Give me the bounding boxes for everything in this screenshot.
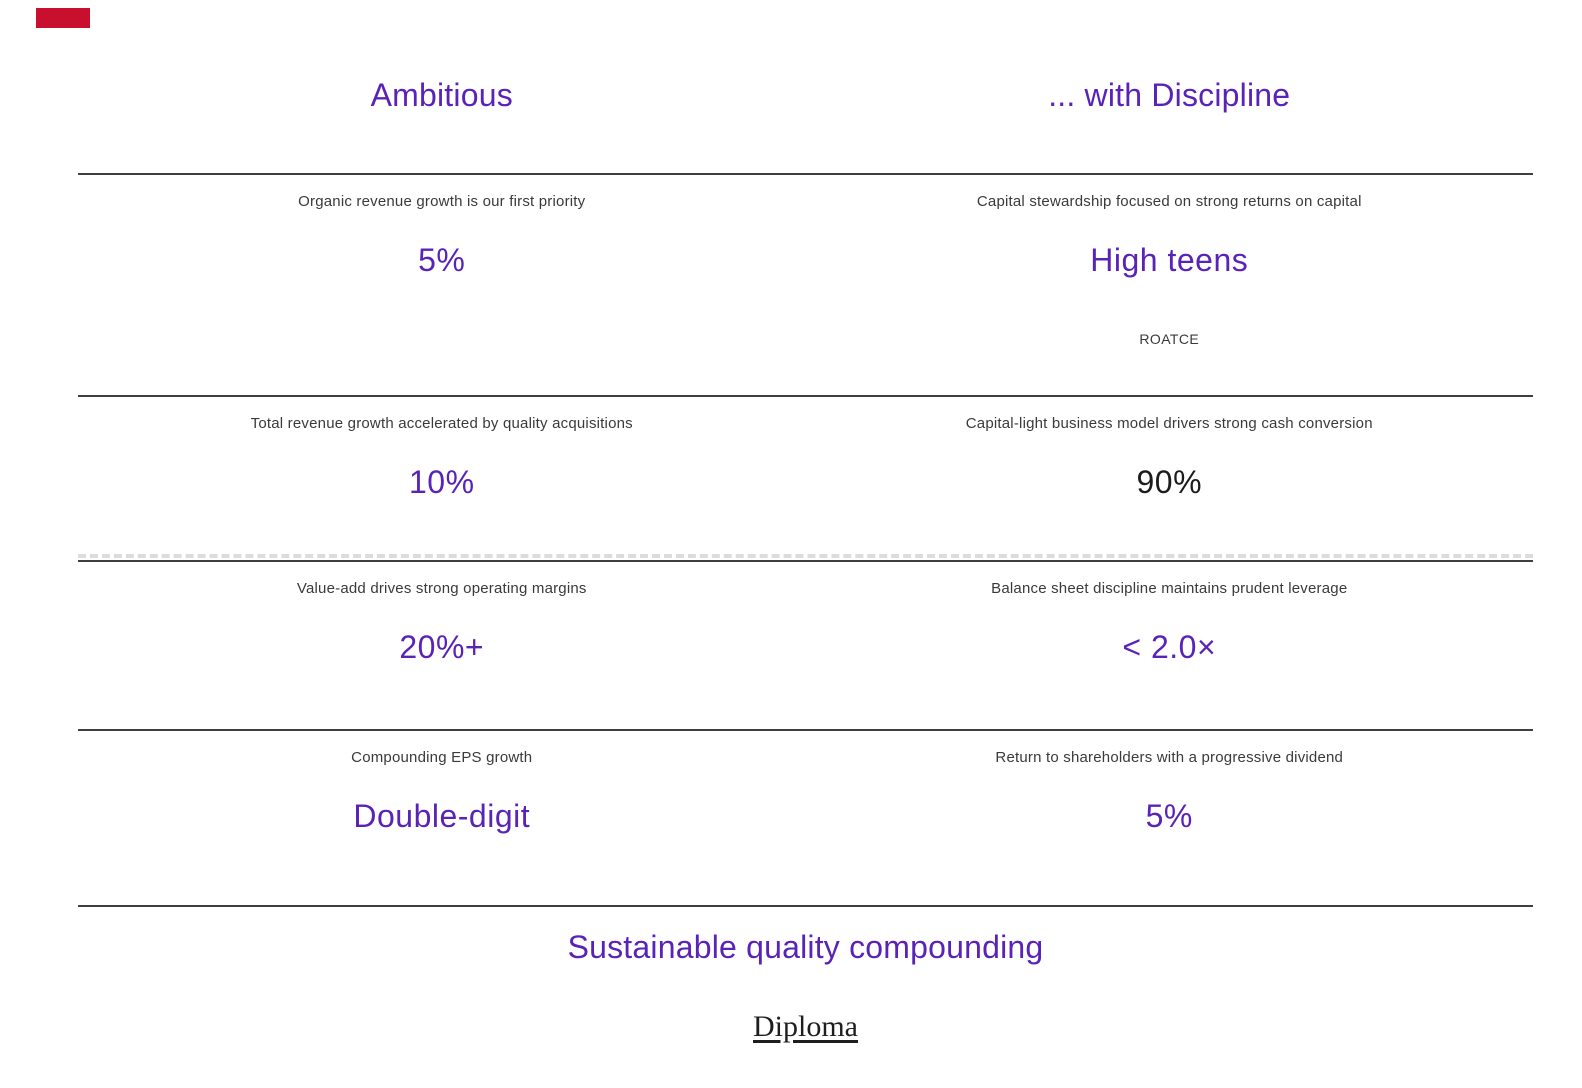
right-column-title: ... with Discipline [1048,77,1291,113]
metric-capital-stewardship: Capital stewardship focused on strong re… [806,175,1534,395]
metric-leverage: Balance sheet discipline maintains prude… [806,562,1534,729]
column-headers: Ambitious ... with Discipline [78,0,1533,173]
metric-dividend: Return to shareholders with a progressiv… [806,731,1534,905]
metrics-row-3: Value-add drives strong operating margin… [78,554,1534,729]
metric-value: 20%+ [399,629,485,665]
metric-value: 10% [408,464,475,500]
metric-sublabel: ROATCE [1139,331,1200,347]
metric-label: Compounding EPS growth [351,749,533,766]
metrics-row-4: Compounding EPS growth Double-digit Retu… [78,729,1533,905]
left-column-title: Ambitious [370,77,513,113]
metrics-row-2: Total revenue growth accelerated by qual… [78,395,1533,560]
slide-content: Ambitious ... with Discipline Organic re… [78,0,1533,1088]
company-logo-mark [36,8,90,28]
metric-organic-growth: Organic revenue growth is our first prio… [78,175,806,395]
metric-value: 5% [1145,798,1193,834]
metric-label: Capital stewardship focused on strong re… [976,193,1362,210]
metrics-row-1: Organic revenue growth is our first prio… [78,173,1533,395]
metric-value: Double-digit [353,798,531,834]
metric-operating-margins: Value-add drives strong operating margin… [78,562,806,729]
metric-label: Total revenue growth accelerated by qual… [250,415,633,432]
footer-tagline: Sustainable quality compounding [567,929,1044,965]
metric-label: Organic revenue growth is our first prio… [298,193,586,210]
metric-eps-growth: Compounding EPS growth Double-digit [78,731,806,905]
metric-label: Capital-light business model drivers str… [965,415,1373,432]
metric-label: Balance sheet discipline maintains prude… [991,580,1348,597]
brand-wordmark: Diploma [753,1010,858,1043]
metric-value: 5% [418,242,466,278]
metric-value: High teens [1090,242,1249,278]
metric-cash-conversion: Capital-light business model drivers str… [806,397,1534,560]
metric-label: Value-add drives strong operating margin… [296,580,587,597]
brand-wordmark-wrap: Diploma [78,1010,1533,1044]
metric-value: 90% [1136,464,1203,500]
metric-total-revenue-growth: Total revenue growth accelerated by qual… [78,397,806,560]
slide-footer: Sustainable quality compounding Diploma [78,905,1533,1088]
metric-value: < 2.0× [1122,629,1217,665]
metric-label: Return to shareholders with a progressiv… [995,749,1344,766]
